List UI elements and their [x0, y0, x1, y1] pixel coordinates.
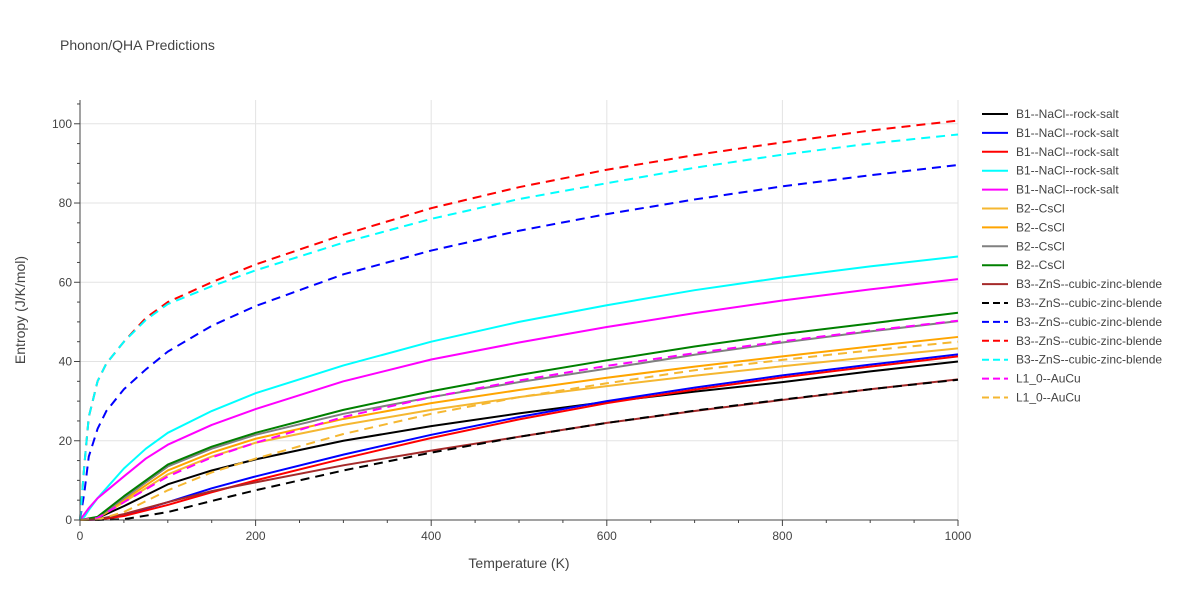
series-line [79, 163, 959, 521]
plot-area [79, 119, 959, 521]
series-line [79, 133, 959, 521]
legend-label: B2--CsCl [1016, 239, 1065, 253]
legend-label: B2--CsCl [1016, 202, 1065, 216]
legend-label: B1--NaCl--rock-salt [1016, 183, 1119, 197]
x-axis-title: Temperature (K) [468, 555, 569, 571]
legend: B1--NaCl--rock-salt B1--NaCl--rock-salt B1… [982, 107, 1162, 405]
legend-label: B3--ZnS--cubic-zinc-blende [1016, 296, 1162, 310]
y-axis-title: Entropy (J/K/mol) [12, 256, 28, 364]
legend-label: L1_0--AuCu [1016, 391, 1081, 405]
legend-label: B2--CsCl [1016, 220, 1065, 234]
legend-label: L1_0--AuCu [1016, 372, 1081, 386]
series-line [79, 335, 959, 521]
y-tick-label: 40 [59, 355, 73, 369]
series-line [79, 355, 959, 521]
legend-label: B3--ZnS--cubic-zinc-blende [1016, 353, 1162, 367]
series-line [79, 119, 959, 521]
series-line [79, 360, 959, 521]
x-tick-label: 800 [772, 529, 792, 543]
series-line [79, 340, 959, 521]
x-tick-label: 0 [77, 529, 84, 543]
y-tick-label: 80 [59, 196, 73, 210]
x-tick-label: 200 [246, 529, 266, 543]
series-line [79, 311, 959, 521]
y-tick-label: 20 [59, 434, 73, 448]
series-line [79, 320, 959, 521]
series-line [80, 378, 959, 521]
x-tick-label: 600 [597, 529, 617, 543]
legend-label: B3--ZnS--cubic-zinc-blende [1016, 334, 1162, 348]
series-line [79, 255, 959, 521]
y-tick-label: 60 [59, 275, 73, 289]
x-tick-label: 1000 [945, 529, 972, 543]
legend-label: B1--NaCl--rock-salt [1016, 107, 1119, 121]
series-line [79, 347, 959, 521]
legend-label: B3--ZnS--cubic-zinc-blende [1016, 315, 1162, 329]
axes: 0 200 400 600 800 1000 0 20 40 60 80 100 [52, 100, 972, 543]
y-tick-label: 0 [65, 513, 72, 527]
legend-label: B1--NaCl--rock-salt [1016, 164, 1119, 178]
legend-label: B3--ZnS--cubic-zinc-blende [1016, 277, 1162, 291]
legend-label: B2--CsCl [1016, 258, 1065, 272]
y-tick-label: 100 [52, 117, 72, 131]
legend-label: B1--NaCl--rock-salt [1016, 126, 1119, 140]
x-tick-label: 400 [421, 529, 441, 543]
series-line [79, 278, 959, 521]
legend-label: B1--NaCl--rock-salt [1016, 145, 1119, 159]
chart-title: Phonon/QHA Predictions [60, 37, 215, 53]
